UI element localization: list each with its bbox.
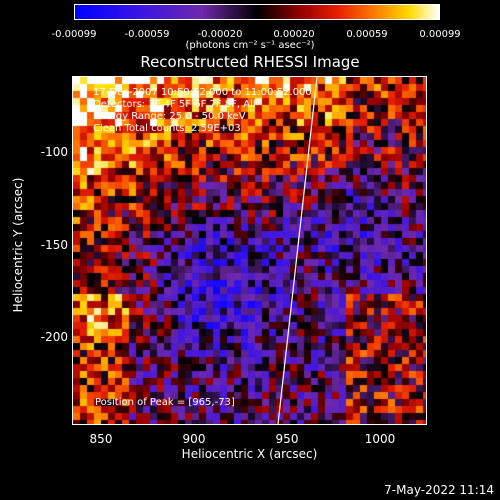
y-axis-label: Heliocentric Y (arcsec) xyxy=(11,177,25,313)
y-tick-label: -100 xyxy=(40,145,68,159)
rhessi-image xyxy=(73,77,426,424)
info-time: 17-Dec-2007 10:59:52.000 to 11:00:52.000 xyxy=(93,87,312,98)
colorbar-tick: -0.00099 xyxy=(51,29,97,40)
y-tick-label: -200 xyxy=(40,330,68,344)
y-tick-label: -150 xyxy=(40,238,68,252)
colorbar-tick: -0.00020 xyxy=(197,29,243,40)
colorbar-tick: 0.00099 xyxy=(419,29,461,40)
info-energy: Energy Range: 25.0 - 50.0 keV xyxy=(93,111,246,122)
info-counts: Clean Total counts: 2.59E+03 xyxy=(93,123,241,134)
x-tick-label: 950 xyxy=(275,432,299,446)
x-tick-label: 900 xyxy=(182,432,206,446)
peak-position: Position of Peak = [965,-73] xyxy=(95,397,235,408)
colorbar-tick: 0.00020 xyxy=(273,29,315,40)
info-detectors: Detectors: 3F 4F 5F 6F 7F 8F, All xyxy=(93,99,256,110)
colorbar-units: (photons cm⁻² s⁻¹ asec⁻²) xyxy=(185,40,315,51)
timestamp: 7-May-2022 11:14 xyxy=(384,483,494,497)
colorbar xyxy=(74,4,440,20)
x-axis-label: Heliocentric X (arcsec) xyxy=(181,447,318,461)
plot-title: Reconstructed RHESSI Image xyxy=(140,53,360,71)
x-tick-label: 850 xyxy=(89,432,113,446)
colorbar-tick: -0.00059 xyxy=(124,29,170,40)
x-tick-label: 1000 xyxy=(364,432,396,446)
image-plot: 17-Dec-2007 10:59:52.000 to 11:00:52.000… xyxy=(72,76,427,425)
limb-line xyxy=(277,77,318,424)
colorbar-tick: 0.00059 xyxy=(346,29,388,40)
